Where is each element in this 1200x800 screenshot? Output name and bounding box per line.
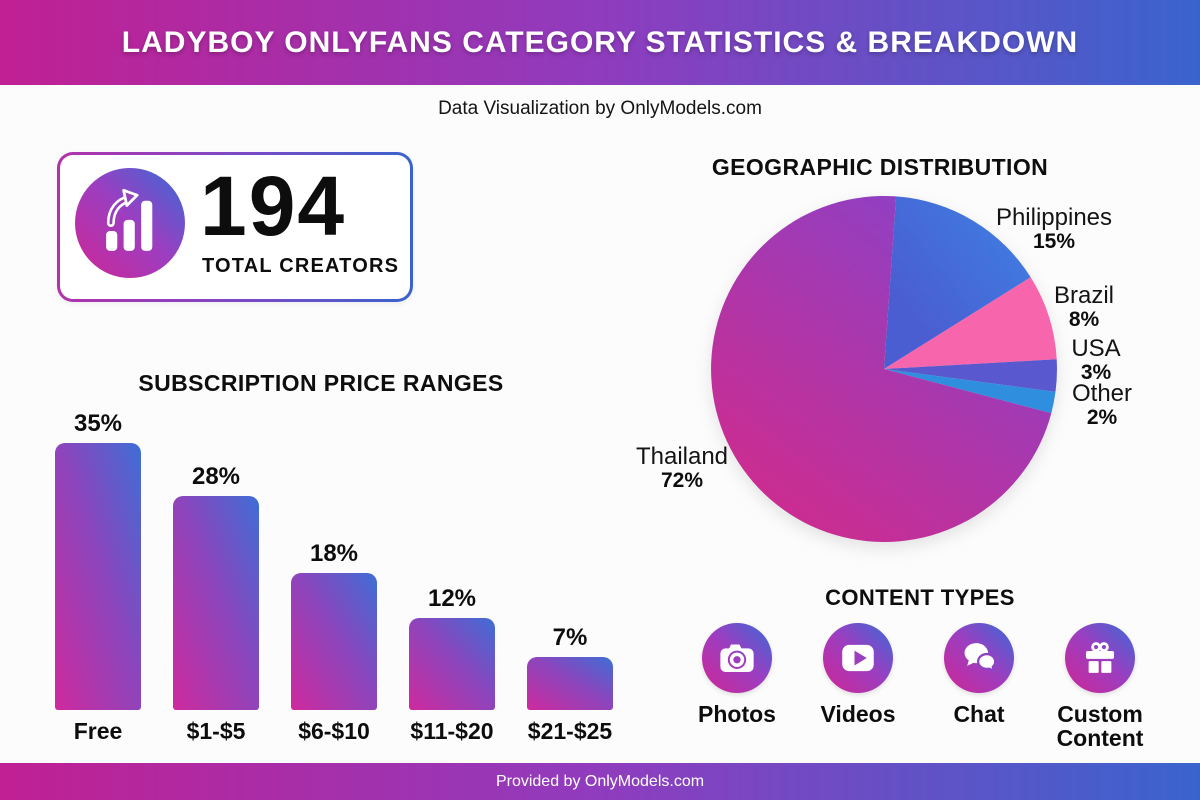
bar [55, 443, 141, 710]
bar-column: 7% [527, 624, 613, 710]
bar-chart: 35% 28% 18% 12% 7% Free $1-$5 $6-$10 $11-$20 $21… [55, 406, 613, 745]
bar-column: 12% [409, 585, 495, 710]
pie-slice-brazil [884, 277, 1057, 369]
total-creators-card: 194 TOTAL CREATORS [57, 152, 413, 302]
header-banner: LADYBOY ONLYFANS CATEGORY STATISTICS & B… [0, 0, 1200, 85]
content-types-title: CONTENT TYPES [825, 585, 1015, 610]
page-title: LADYBOY ONLYFANS CATEGORY STATISTICS & B… [121, 25, 1079, 59]
bar-category-label: $6-$10 [298, 718, 370, 744]
bar-column: 18% [291, 540, 377, 710]
chat-bubbles-icon [964, 643, 997, 673]
bar-category-label: $21-$25 [527, 718, 613, 744]
bar-value-label: 7% [552, 624, 588, 651]
pie-label-other: Other 2% [1071, 380, 1133, 430]
pie-label-usa: USA 3% [1071, 335, 1121, 385]
content-type-item: Chat [924, 623, 1034, 750]
play-icon [842, 644, 874, 672]
bar-value-label: 28% [191, 463, 241, 490]
bar [173, 496, 259, 710]
pie-label-brazil: Brazil 8% [1053, 282, 1114, 332]
bar-category-label: $1-$5 [186, 718, 246, 744]
pie-slice-thailand [711, 195, 1052, 542]
total-creators-value: 194 [200, 159, 347, 253]
bar-chart-title: SUBSCRIPTION PRICE RANGES [138, 370, 504, 396]
bar-value-label: 35% [73, 410, 123, 437]
pie-label-thailand: Thailand 72% [635, 443, 729, 493]
content-type-circle [1065, 623, 1135, 693]
content-type-item: Videos [803, 623, 913, 750]
content-type-item: Photos [682, 623, 792, 750]
subtitle: Data Visualization by OnlyModels.com [438, 98, 762, 119]
bar-column: 35% [55, 410, 141, 710]
bar-chart-bars: 35% 28% 18% 12% 7% [55, 406, 613, 710]
content-type-circle [944, 623, 1014, 693]
camera-icon [720, 644, 754, 672]
total-creators-label: TOTAL CREATORS [202, 255, 400, 277]
footer-text: Provided by OnlyModels.com [495, 773, 705, 790]
content-type-label: Photos [698, 701, 776, 727]
bar [291, 573, 377, 710]
content-type-label: Videos [820, 701, 896, 727]
gift-icon [1086, 642, 1114, 673]
bar-column: 28% [173, 463, 259, 710]
stat-icon-circle [75, 168, 185, 278]
bar-value-label: 12% [427, 585, 477, 612]
content-type-item: Custom Content [1045, 623, 1155, 750]
pie-slice-other [884, 369, 1056, 414]
content-type-circle [823, 623, 893, 693]
footer-banner: Provided by OnlyModels.com [0, 763, 1200, 800]
content-type-label: Custom Content [1056, 701, 1144, 751]
pie-chart-title: GEOGRAPHIC DISTRIBUTION [711, 154, 1049, 180]
bar [527, 657, 613, 710]
bar-category-label: $11-$20 [410, 718, 494, 744]
bar-category-label: Free [73, 718, 123, 744]
pie-chart [711, 195, 1057, 542]
bar [409, 618, 495, 710]
bar-chart-categories: Free $1-$5 $6-$10 $11-$20 $21-$25 [55, 718, 613, 745]
bar-value-label: 18% [309, 540, 359, 567]
pie-slice-philippines [884, 196, 1031, 369]
content-types-row: Photos Videos Chat Custom Content [682, 623, 1155, 750]
pie-slice-usa [884, 359, 1057, 392]
bar-growth-arrow-icon [106, 188, 153, 251]
content-type-label: Chat [953, 701, 1005, 727]
pie-label-philippines: Philippines 15% [995, 204, 1113, 254]
content-type-circle [702, 623, 772, 693]
